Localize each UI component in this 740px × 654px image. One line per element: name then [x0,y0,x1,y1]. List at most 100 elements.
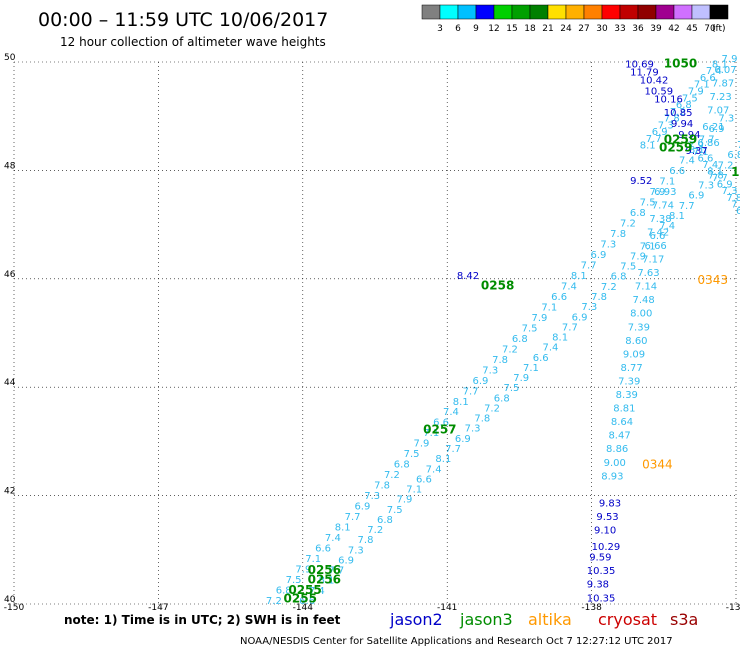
data-point-label: 7.9 [722,54,738,65]
x-tick-label: -144 [293,603,314,613]
track-value: 8.1 [552,333,568,344]
colorbar-label: 21 [542,24,553,34]
data-point-label: 0257 [423,422,456,436]
data-point-label: 10.69 [625,59,654,70]
y-tick-label: 48 [4,161,16,171]
data-point-label: 7.74 [652,200,674,211]
data-point-label: 7.39 [628,322,650,333]
data-point-label: 9.10 [594,526,616,537]
track-value: 7.8 [664,114,680,125]
track-value: 7.4 [426,464,442,475]
track-value: 7.4 [679,156,695,167]
track-value: 6.9 [652,127,668,138]
chart-subtitle: 12 hour collection of altimeter wave hei… [60,35,326,49]
track-value: 7.3 [658,120,674,131]
track-value: 6.9 [455,434,471,445]
colorbar-label: 18 [524,24,536,34]
data-point-label: 10.29 [592,542,621,553]
colorbar-label: 42 [668,24,679,34]
colorbar-label: 15 [506,24,517,34]
track-value: 6.6 [551,292,567,303]
data-point-label: 8.81 [613,404,635,415]
track-value: 7.3 [698,181,714,192]
colorbar-label: 3 [437,24,443,34]
data-point-label: 10.85 [664,108,693,119]
colorbar-label: 36 [632,24,644,34]
track-value: 6.9 [472,376,488,387]
colorbar-swatch [691,4,711,20]
track-value: 7.7 [646,134,662,145]
legend-entry: jason2 [389,610,443,629]
track-value: 7.2 [620,218,636,229]
colorbar-swatch [583,4,603,20]
track-value: 7.8 [358,535,374,546]
data-point-label: 0344 [642,458,673,472]
track-value: 6.8 [727,150,740,161]
track-value: 6.6 [533,353,549,364]
track-value: 7.3 [600,239,616,250]
track-value: 6.9 [354,502,370,513]
track-value: 7.5 [737,140,740,151]
data-point-label: 7.48 [633,295,655,306]
track-value: 6.8 [494,393,510,404]
data-point-label: 7.87 [712,78,734,89]
track-value: 8.1 [707,167,723,178]
colorbar-swatch [709,4,729,20]
track-value: 7.3 [581,302,597,313]
track-value: 7.2 [484,403,500,414]
track-value: 6.6 [697,154,713,165]
x-tick-label: -141 [437,603,457,613]
track-value: 7.5 [404,449,420,460]
track-value: 7.4 [325,533,341,544]
colorbar-swatch [493,4,513,20]
data-point-label: 9.59 [589,553,611,564]
track-value: 7.9 [295,565,311,576]
track-value: 7.3 [718,114,734,125]
colorbar-label: 6 [455,24,461,34]
track-value: 7.9 [531,313,547,324]
track-value: 6.9 [338,555,354,566]
track-value: 6.9 [717,180,733,191]
colorbar-label: 27 [578,24,589,34]
data-point-label: 9.00 [604,458,626,469]
track-value: 7.2 [718,160,734,171]
data-point-label: 9.38 [587,580,609,591]
data-point-label: 7.23 [710,92,732,103]
track-value: 6.8 [611,272,627,283]
data-point-label: 7.39 [618,376,640,387]
track-value: 7.9 [630,251,646,262]
track-value: 7.2 [502,344,518,355]
colorbar-label: 30 [596,24,608,34]
track-value: 7.7 [328,566,344,577]
track-value: 6.6 [299,596,315,607]
data-point-label: 8.00 [630,309,652,320]
colorbar: 3 6 9 12 15 18 21 24 27 30 33 36 39 42 45 70(ft) [421,4,729,34]
x-tick-label: -147 [148,603,168,613]
track-value: 7.9 [396,495,412,506]
data-point-label: 1050 [664,56,697,70]
data-point-label: 0259 [664,132,697,146]
legend-entry: s3a [670,610,698,629]
track-value: 7.7 [581,260,597,271]
track-value: 7.5 [522,323,538,334]
data-point-label: 6.21 [702,122,724,133]
track-value: 7.8 [708,170,724,181]
track-value: 6.6 [433,418,449,429]
colorbar-label: 70 [704,24,716,34]
track-value: 7.1 [693,147,709,158]
data-point-label: 8.86 [606,444,628,455]
colorbar-swatch [511,4,531,20]
data-point-label: 0343 [697,273,728,287]
data-point-label: 6.66 [645,241,667,252]
track-value: 7.1 [659,177,675,188]
footnote: note: 1) Time is in UTC; 2) SWH is in fe… [64,613,341,627]
track-value: 8.1 [669,211,685,222]
track-value: 7.1 [694,80,710,91]
data-point-label: 11.79 [630,68,659,79]
data-point-label: 0258 [481,279,514,293]
track-value: 6.6 [416,474,432,485]
track-value: 7.9 [413,439,429,450]
track-value: 6.8 [377,515,393,526]
track-value: 7.5 [286,575,302,586]
